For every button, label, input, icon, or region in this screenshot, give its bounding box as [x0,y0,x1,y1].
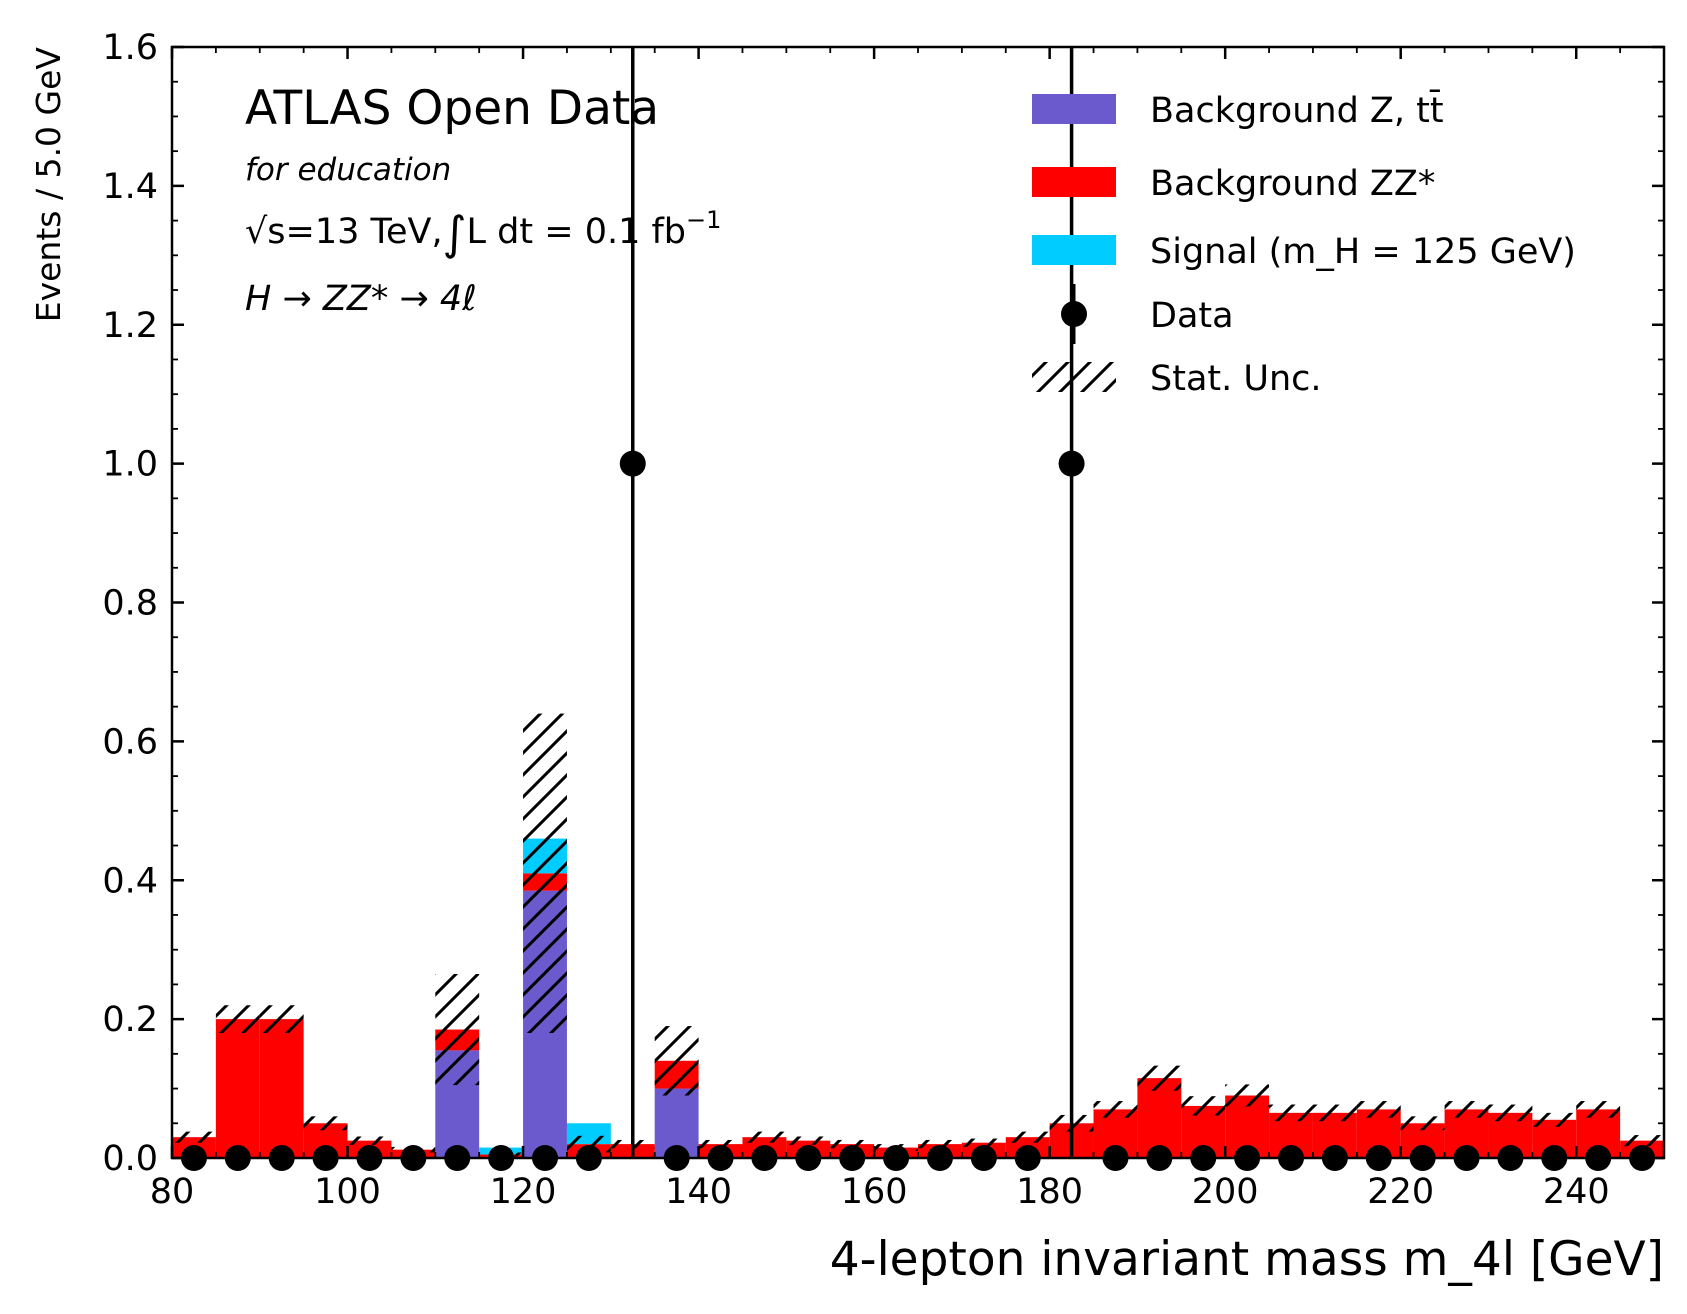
x-tick-label: 180 [1016,1172,1083,1212]
x-tick-label: 100 [314,1172,381,1212]
process-label: H → ZZ* → 4ℓ [245,279,477,319]
legend-marker-data [1061,301,1087,327]
bar-bkg-zz [215,1019,260,1158]
stat-unc-band [1488,1104,1533,1122]
stat-unc-band [347,1136,392,1145]
stat-unc-band [259,1005,304,1034]
energy-text: =13 TeV, [286,212,443,252]
lumi-text: L dt = 0.1 fb [467,212,686,252]
x-tick-label: 240 [1543,1172,1610,1212]
data-points [180,47,1656,1171]
legend-swatch-bkg-zz [1032,167,1116,197]
legend-swatch-signal [1032,235,1116,265]
axis-ticks: 80 100 120 140 160 180 200 220 240 0.0 0.2 0.4 0.6 0.… [102,28,1665,1212]
stat-unc-band [172,1131,216,1143]
legend-label-bkg-z-tt: Background Z, tt̄ [1150,89,1444,131]
stat-unc-band [1005,1131,1050,1143]
stat-uncertainty-bands [172,713,1664,1157]
legend-label-bkg-zz: Background ZZ* [1150,164,1435,204]
energy-lumi-label: √s=13 TeV,∫L dt = 0.1 fb−1 [245,206,721,260]
y-tick-label: 0.4 [102,861,158,901]
x-tick-label: 120 [490,1172,557,1212]
bar-bkg-zz [259,1019,304,1158]
stat-unc-band [435,973,480,1086]
stat-unc-band [742,1131,787,1143]
y-tick-label: 1.4 [102,167,158,207]
integral-icon: ∫ [443,206,467,260]
x-tick-label: 80 [150,1172,195,1212]
lumi-exponent: −1 [686,206,721,234]
stat-unc-band [1312,1104,1357,1122]
stat-unc-band [566,1135,611,1153]
stat-unc-band [830,1139,875,1149]
atlas-title: ATLAS Open Data [245,81,659,136]
data-point [1058,450,1085,477]
stat-unc-band [918,1139,962,1149]
y-tick-label: 0.2 [102,1000,158,1040]
stat-unc-band [1620,1135,1664,1147]
legend-swatch-bkg-z-tt [1032,94,1116,124]
stat-unc-band [698,1139,743,1149]
y-tick-label: 1.6 [102,28,158,68]
atlas-subtitle: for education [245,152,451,188]
stat-unc-band [961,1138,1006,1147]
y-axis-label: Events / 5.0 GeV [29,47,68,323]
stat-unc-band [1356,1101,1401,1118]
stat-unc-band [1400,1116,1445,1131]
stat-unc-band [1137,1065,1182,1091]
stat-unc-band [1181,1096,1226,1116]
stat-unc-band [303,1116,348,1131]
x-tick-label: 140 [665,1172,732,1212]
x-tick-label: 220 [1367,1172,1434,1212]
legend-label-stat-unc: Stat. Unc. [1150,359,1322,399]
stat-unc-band [786,1136,831,1145]
stat-unc-band [1269,1104,1313,1122]
stacked-bars [172,838,1664,1158]
stat-unc-band [1225,1084,1270,1107]
y-tick-label: 1.0 [102,445,158,485]
y-tick-label: 0.6 [102,722,158,762]
stat-unc-band [523,713,567,1034]
x-axis-label: 4-lepton invariant mass m_4l [GeV] [830,1232,1664,1287]
stat-unc-band [1532,1112,1577,1127]
x-tick-label: 200 [1192,1172,1259,1212]
energy-prefix: √s [245,212,286,252]
data-point [619,450,646,477]
legend-label-signal: Signal (m_H = 125 GeV) [1150,232,1576,272]
y-tick-label: 0.0 [102,1139,158,1179]
stat-unc-band [1576,1101,1621,1118]
legend: Background Z, tt̄ Background ZZ* Signal … [1032,89,1576,399]
legend-swatch-stat-unc [1032,362,1116,392]
bar-bkg-zz [1137,1078,1182,1158]
stat-unc-band [1093,1101,1138,1118]
stat-unc-band [1444,1101,1489,1118]
y-tick-label: 1.2 [102,306,158,346]
stat-unc-band [215,1005,260,1034]
stat-unc-band [654,1026,699,1096]
y-tick-label: 0.8 [102,584,158,624]
legend-label-data: Data [1150,296,1234,336]
x-tick-label: 160 [841,1172,908,1212]
